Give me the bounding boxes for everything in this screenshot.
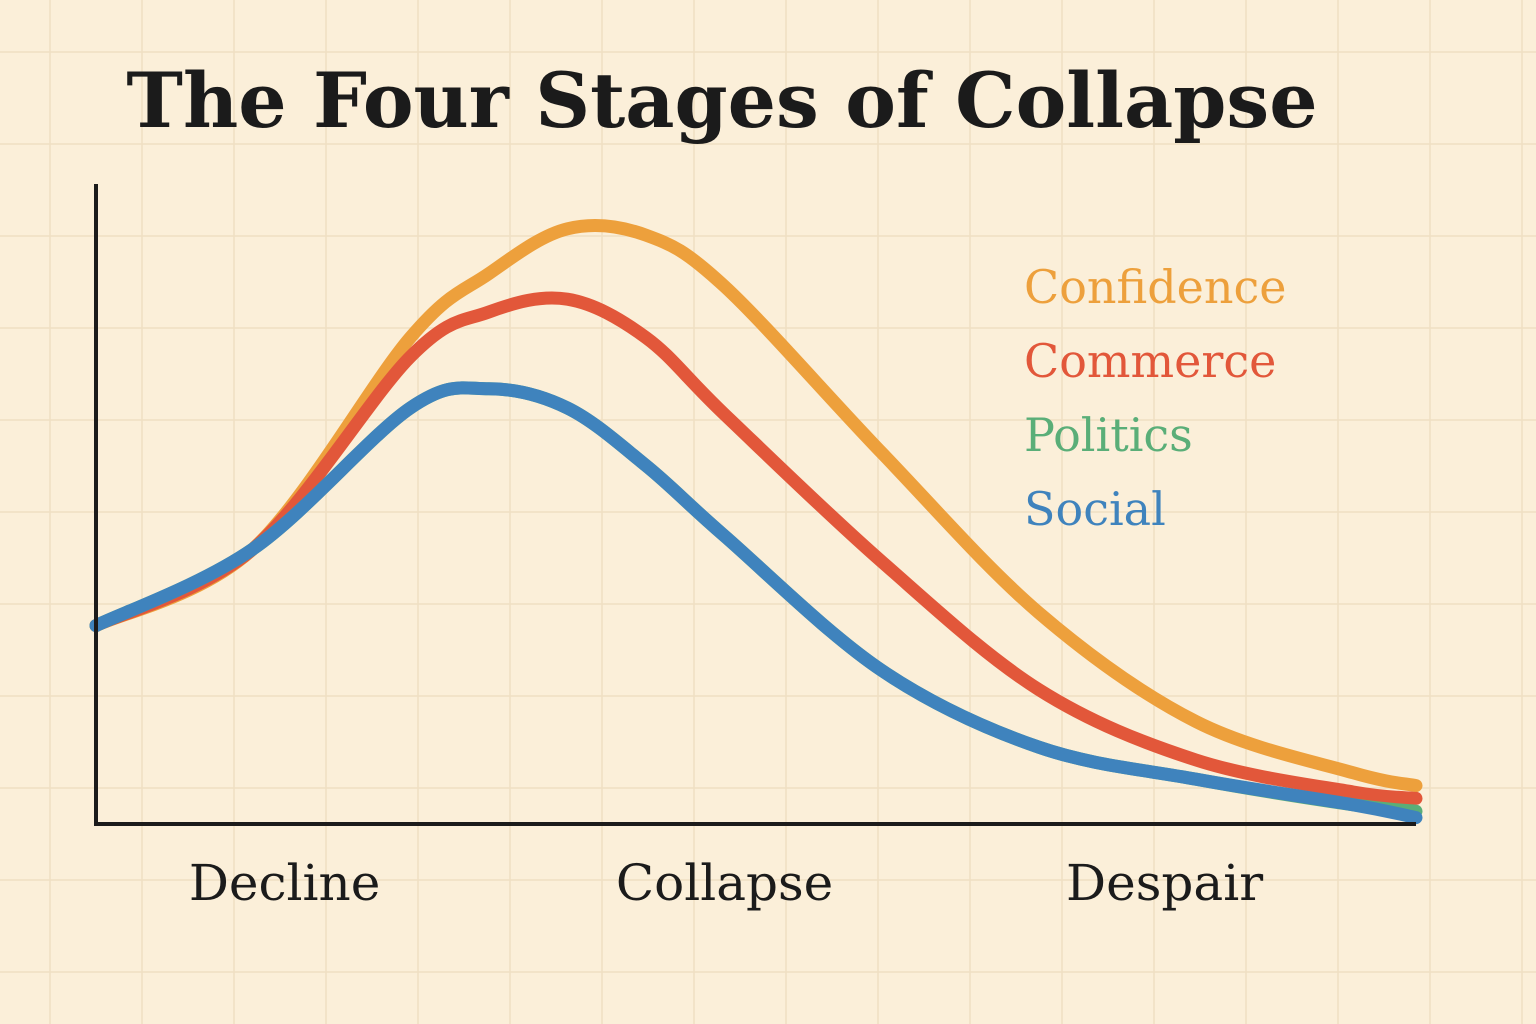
legend-entry-confidence: Confidence [1024, 260, 1286, 314]
legend-entry-social: Social [1024, 482, 1166, 536]
series-line-commerce [89, 291, 1423, 805]
legend-entry-commerce: Commerce [1024, 334, 1276, 388]
series-layer [89, 219, 1423, 825]
x-tick-label: Decline [189, 854, 380, 912]
series-line-social [89, 381, 1423, 825]
x-tick-label: Collapse [616, 854, 833, 912]
x-tick-label: Despair [1066, 854, 1263, 912]
x-tick-labels: Decline Collapse Despair [189, 854, 1263, 912]
legend-entry-politics: Politics [1024, 408, 1193, 462]
chart-title: The Four Stages of Collapse [126, 56, 1317, 145]
legend: Confidence Commerce Politics Social [1024, 260, 1286, 536]
